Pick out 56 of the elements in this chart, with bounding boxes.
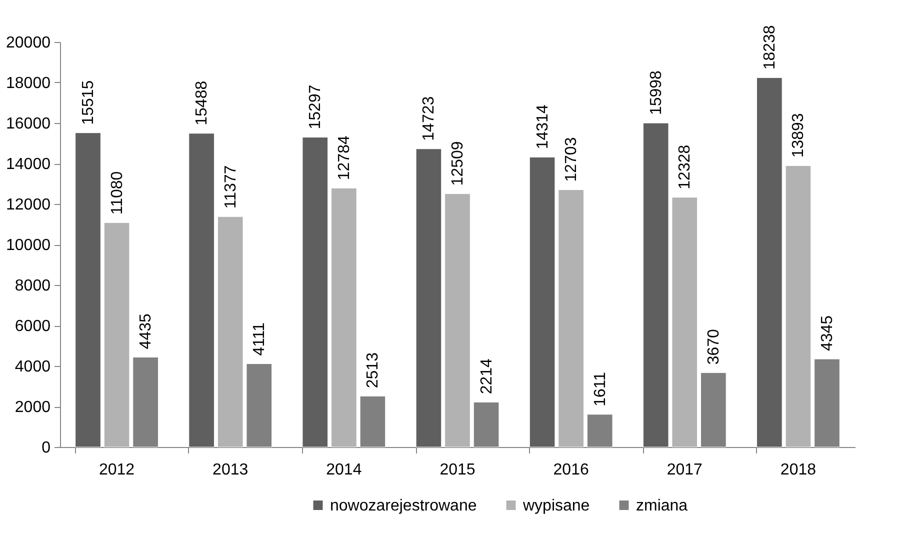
x-tick-label: 2012: [98, 462, 135, 478]
y-tick-label: 20000: [6, 34, 51, 52]
data-label: 4435: [138, 313, 155, 350]
legend-label: zmiana: [636, 497, 688, 514]
bar: [529, 156, 556, 448]
data-label: 2214: [478, 358, 496, 394]
bar: [558, 190, 584, 448]
data-label: 15488: [194, 80, 211, 126]
legend-label: wypisane: [522, 497, 590, 514]
data-label: 18238: [761, 25, 778, 70]
data-label: 4111: [251, 322, 268, 356]
data-label: 11080: [108, 171, 126, 215]
data-label: 12784: [336, 136, 353, 180]
y-tick-label: 16000: [6, 116, 51, 132]
y-tick-label: 6000: [14, 318, 51, 335]
bar: [756, 77, 782, 448]
data-label: 14314: [534, 104, 552, 150]
bar: [672, 197, 698, 448]
x-tick-label: 2013: [212, 462, 248, 478]
data-label: 11377: [222, 165, 240, 209]
data-label: 12703: [563, 137, 580, 182]
bar: [785, 165, 812, 448]
x-tick-label: 2014: [326, 462, 362, 478]
y-tick-label: 18000: [6, 75, 51, 92]
data-label: 12509: [450, 141, 466, 186]
data-label: 15515: [80, 80, 97, 125]
y-tick-label: 0: [42, 440, 51, 456]
data-label: 13893: [790, 113, 808, 158]
data-label: 4345: [819, 315, 836, 352]
data-label: 15998: [648, 70, 665, 116]
y-tick-label: 10000: [6, 237, 51, 254]
data-label: 1611: [592, 372, 609, 406]
data-label: 15297: [307, 84, 324, 130]
bar: [104, 222, 130, 448]
data-label: 12328: [676, 144, 694, 190]
data-label: 2513: [364, 352, 382, 388]
x-tick-label: 2018: [780, 462, 816, 478]
bar: [331, 188, 357, 448]
x-tick-label: 2015: [440, 462, 476, 478]
legend-label: nowozarejestrowane: [330, 497, 477, 514]
bar: [188, 133, 214, 448]
bar: [75, 132, 101, 448]
bar: [416, 148, 442, 448]
data-label: 14723: [420, 96, 438, 141]
y-tick-label: 14000: [6, 156, 51, 173]
y-tick-label: 2000: [14, 399, 51, 416]
bar: [217, 216, 244, 448]
bar: [302, 136, 328, 448]
x-tick-label: 2016: [553, 462, 589, 478]
y-tick-label: 12000: [6, 196, 51, 214]
x-tick-label: 2017: [666, 462, 703, 478]
data-label: 3670: [705, 328, 722, 365]
bar: [642, 122, 669, 448]
y-tick-label: 4000: [14, 358, 51, 376]
y-tick-label: 8000: [14, 278, 51, 294]
bar: [444, 193, 470, 448]
